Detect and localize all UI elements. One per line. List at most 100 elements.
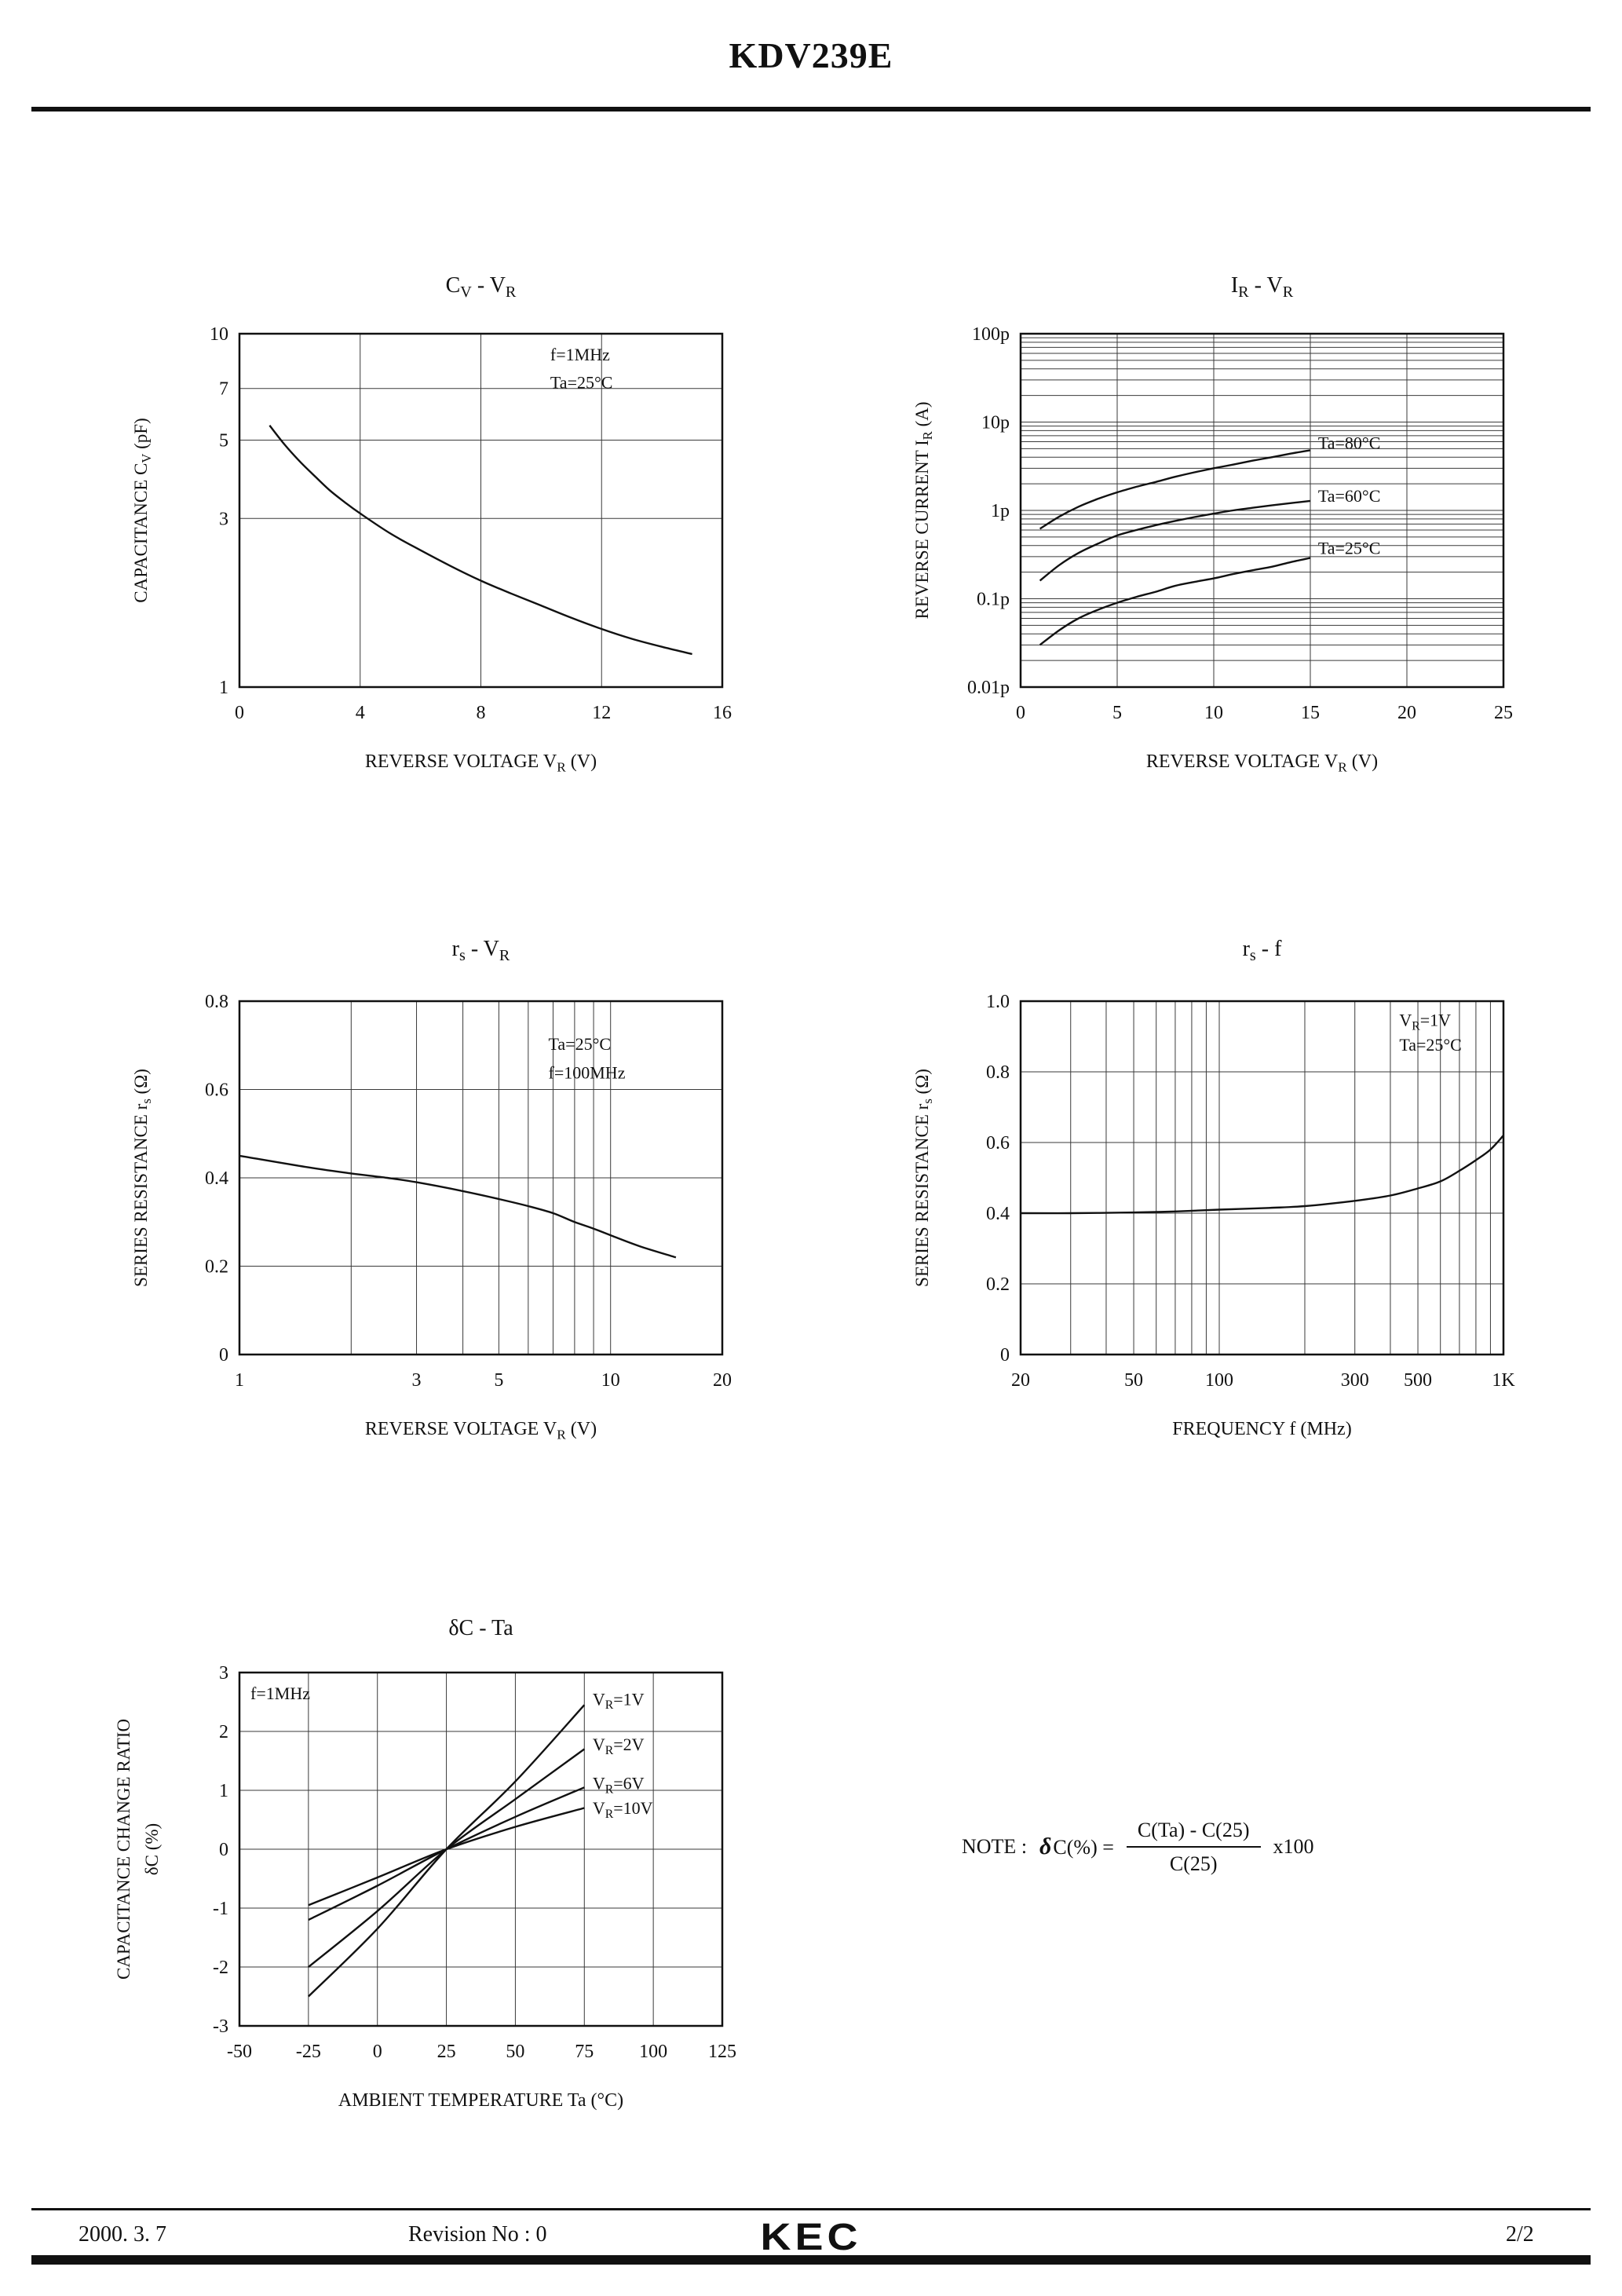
chart-text: VR=6V [593,1774,645,1797]
chart-text: VR=10V [593,1798,653,1821]
chart-text: 25 [1494,703,1513,723]
chart-text: FREQUENCY f (MHz) [1172,1419,1351,1439]
header-rule [31,107,1591,112]
note-denominator: C(25) [1169,1852,1218,1876]
chart-text: REVERSE VOLTAGE VR (V) [1146,751,1378,774]
note-fraction: C(Ta) - C(25) C(25) [1126,1818,1261,1876]
note-numerator: C(Ta) - C(25) [1126,1818,1261,1848]
chart-text: 0 [1016,703,1025,723]
chart-text: 0.1p [977,590,1010,610]
chart-text: 0 [235,703,244,723]
chart-text: f=1MHz [550,345,610,364]
note-formula: NOTE : δ C(%) = C(Ta) - C(25) C(25) x100 [962,1818,1314,1876]
chart-text: 500 [1404,1370,1432,1391]
chart-text: 0.6 [986,1133,1010,1153]
footer-bar [31,2255,1591,2265]
series-rs [239,1154,677,1259]
series-Cv [269,425,692,656]
chart-text: 0.8 [986,1062,1010,1083]
chart-capacitance-vs-reverse-voltage: 0 4 8 12 16 1 3 5 7 10 CV - VR REVERSE VOLTAGE VR (… [94,259,801,813]
kec-logo: KEC [760,2216,862,2258]
chart-text: 0.01p [967,678,1010,698]
chart-text: 300 [1341,1370,1369,1391]
page-title: KDV239E [729,35,893,75]
chart-series-resistance-vs-frequency: 20 50 100 300 500 1K 0 0.2 0.4 0.6 0.8 1.0 rs - f FRE… [875,923,1582,1484]
delta-symbol: δ [1039,1834,1052,1860]
chart-text: 20 [1397,703,1416,723]
chart-series-resistance-vs-reverse-voltage: 1 3 5 10 20 0 0.2 0.4 0.6 0.8 rs - VR REVERSE VOLTA… [94,923,801,1484]
chart-text: REVERSE VOLTAGE VR (V) [365,751,597,774]
chart-text: REVERSE CURRENT IR (A) [912,401,935,619]
chart-text: 100p [972,324,1010,345]
chart-text: 0 [219,1345,228,1366]
chart-text: 3 [219,509,228,529]
chart-text: 1 [219,1781,228,1801]
chart-text: 0.2 [205,1257,228,1278]
chart-text: 10 [601,1370,620,1391]
chart-text: AMBIENT TEMPERATURE Ta (°C) [338,2090,623,2111]
footer-page-number: 2/2 [1506,2222,1534,2247]
chart-text: 12 [592,703,611,723]
chart-text: 0.8 [205,992,228,1012]
chart-text: 1p [991,501,1010,521]
chart-text: 5 [219,430,228,451]
chart-text: Ta=25°C [1318,539,1381,558]
chart-svg-ir-vr: 0 5 10 15 20 25 100p 10p 1p 0.1p 0.01p IR - VR REVER… [912,273,1513,774]
chart-text: f=100MHz [549,1062,626,1082]
chart-svg-dc-ta: -50 -25 0 25 50 75 100 125 -3 -2 -1 0 1 2 3 δC - Ta AMBI… [114,1616,736,2111]
chart-text: CAPACITANCE CV (pF) [131,418,154,603]
chart-text: Ta=25°C [1399,1035,1462,1055]
chart-text: 0.2 [986,1274,1010,1295]
chart-text: 20 [713,1370,732,1391]
chart-text: Ta=80°C [1318,433,1381,452]
footer-date: 2000. 3. 7 [79,2222,166,2247]
chart-text: δC - Ta [448,1616,513,1640]
chart-text: 3 [412,1370,422,1391]
chart-text: -25 [296,2042,321,2062]
chart-text: Ta=25°C [549,1034,612,1054]
chart-text: VR=2V [593,1735,645,1757]
series-Ta=80°C [1039,449,1311,530]
note-lhs: δ C(%) = [1039,1834,1114,1860]
chart-text: REVERSE VOLTAGE VR (V) [365,1419,597,1442]
note-lhs-text: C(%) = [1053,1836,1114,1859]
chart-text: 2 [219,1722,228,1742]
chart-text: 1 [235,1370,244,1391]
chart-text: 0 [1000,1345,1010,1366]
chart-capacitance-change-vs-temperature: -50 -25 0 25 50 75 100 125 -3 -2 -1 0 1 2 3 δC - Ta AMBI… [94,1602,801,2163]
chart-text: 7 [219,379,228,400]
chart-text: 0.6 [205,1080,228,1101]
chart-text: Ta=60°C [1318,486,1381,506]
chart-text: 0 [373,2042,382,2062]
chart-text: 0.4 [986,1204,1010,1224]
chart-text: 75 [575,2042,594,2062]
note-suffix: x100 [1273,1835,1314,1859]
chart-text: 1.0 [986,992,1010,1012]
chart-text: IR - VR [1231,273,1294,301]
chart-text: 1 [219,678,228,698]
chart-reverse-current-vs-reverse-voltage: 0 5 10 15 20 25 100p 10p 1p 0.1p 0.01p IR - VR REVER… [875,259,1582,813]
series-VR=10V [308,1807,585,1907]
chart-svg-cv-vr: 0 4 8 12 16 1 3 5 7 10 CV - VR REVERSE VOLTAGE VR (… [131,273,732,774]
chart-text: rs - f [1243,937,1283,964]
chart-text: 5 [494,1370,503,1391]
chart-text: VR=1V [593,1689,645,1712]
chart-text: 1K [1492,1370,1515,1391]
series-Ta=60°C [1039,499,1311,582]
chart-text: -50 [227,2042,252,2062]
chart-text: -3 [213,2016,228,2037]
chart-text: 100 [639,2042,667,2062]
chart-text: CV - VR [446,273,517,301]
chart-text: rs - VR [452,937,510,964]
chart-text: 15 [1301,703,1320,723]
chart-svg-rs-f: 20 50 100 300 500 1K 0 0.2 0.4 0.6 0.8 1.0 rs - f FRE… [912,937,1515,1439]
chart-text: 16 [713,703,732,723]
chart-text: -1 [213,1899,228,1919]
chart-text: 10 [1204,703,1223,723]
chart-text: 8 [477,703,486,723]
chart-text: VR=1V [1399,1011,1451,1033]
chart-text: CAPACITANCE CHANGE RATIO [114,1719,133,1980]
chart-text: -2 [213,1958,228,1978]
chart-text: Ta=25°C [550,373,613,393]
